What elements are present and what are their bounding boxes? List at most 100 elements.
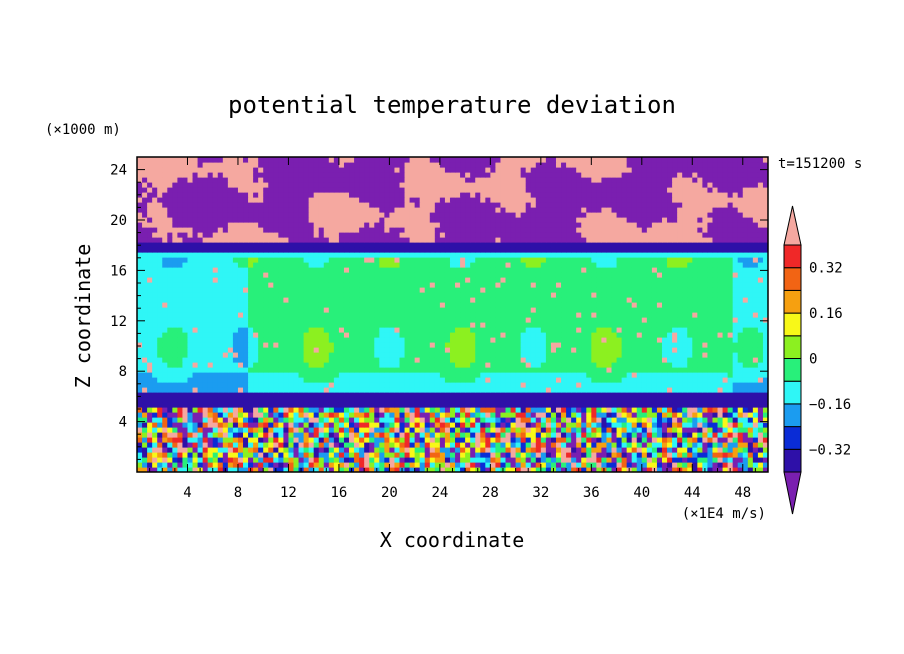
heatmap-cell bbox=[333, 367, 340, 373]
heatmap-cell bbox=[581, 372, 587, 378]
heatmap-cell bbox=[328, 287, 335, 293]
heatmap-cell bbox=[328, 332, 335, 338]
heatmap-cell bbox=[596, 462, 603, 468]
heatmap-cell bbox=[697, 467, 703, 472]
heatmap-cell bbox=[409, 352, 416, 358]
heatmap-cell bbox=[374, 297, 380, 303]
heatmap-cell bbox=[500, 357, 507, 363]
heatmap-cell bbox=[318, 367, 325, 373]
heatmap-cell bbox=[167, 467, 173, 472]
heatmap-cell bbox=[202, 447, 209, 453]
heatmap-cell bbox=[273, 392, 279, 398]
heatmap-cell bbox=[237, 372, 244, 378]
heatmap-cell bbox=[313, 442, 320, 448]
heatmap-cell bbox=[722, 302, 729, 308]
heatmap-cell bbox=[182, 327, 189, 333]
heatmap-cell bbox=[601, 357, 608, 363]
heatmap-cell bbox=[722, 297, 729, 303]
heatmap-cell bbox=[656, 417, 663, 423]
heatmap-cell bbox=[566, 282, 572, 288]
heatmap-cell bbox=[404, 357, 411, 363]
heatmap-cell bbox=[404, 422, 411, 428]
heatmap-cell bbox=[692, 372, 698, 378]
heatmap-cell bbox=[343, 427, 350, 433]
heatmap-cell bbox=[333, 462, 340, 468]
heatmap-cell bbox=[278, 367, 284, 373]
heatmap-cell bbox=[328, 417, 335, 423]
heatmap-cell bbox=[192, 272, 199, 278]
heatmap-cell bbox=[591, 322, 597, 328]
heatmap-cell bbox=[707, 337, 714, 343]
heatmap-cell bbox=[737, 337, 744, 343]
heatmap-cell bbox=[202, 432, 209, 438]
heatmap-cell bbox=[429, 347, 436, 353]
heatmap-cell bbox=[212, 452, 219, 458]
heatmap-cell bbox=[697, 387, 703, 393]
heatmap-cell bbox=[525, 337, 532, 343]
heatmap-cell bbox=[253, 387, 259, 393]
heatmap-cell bbox=[757, 427, 764, 433]
heatmap-cell bbox=[545, 372, 552, 378]
heatmap-cell bbox=[177, 377, 184, 383]
heatmap-cell bbox=[212, 307, 219, 313]
heatmap-cell bbox=[293, 452, 300, 458]
heatmap-cell bbox=[581, 447, 587, 453]
heatmap-cell bbox=[323, 412, 330, 418]
heatmap-cell bbox=[424, 302, 431, 308]
heatmap-cell bbox=[273, 387, 279, 393]
heatmap-cell bbox=[460, 432, 466, 438]
heatmap-cell bbox=[470, 287, 476, 293]
heatmap-cell bbox=[237, 437, 244, 443]
heatmap-cell bbox=[485, 367, 491, 373]
heatmap-cell bbox=[460, 317, 466, 323]
heatmap-cell bbox=[535, 382, 542, 388]
heatmap-cell bbox=[712, 397, 719, 403]
heatmap-cell bbox=[500, 327, 507, 333]
heatmap-cell bbox=[500, 392, 507, 398]
heatmap-cell bbox=[707, 287, 714, 293]
heatmap-cell bbox=[697, 417, 703, 423]
heatmap-cell bbox=[490, 327, 497, 333]
heatmap-cell bbox=[283, 392, 290, 398]
heatmap-cell bbox=[596, 377, 603, 383]
heatmap-cell bbox=[722, 462, 729, 468]
heatmap-cell bbox=[621, 412, 628, 418]
heatmap-cell bbox=[732, 302, 739, 308]
heatmap-cell bbox=[636, 407, 643, 413]
heatmap-cell bbox=[278, 292, 284, 298]
heatmap-cell bbox=[439, 452, 446, 458]
heatmap-cell bbox=[288, 407, 295, 413]
heatmap-cell bbox=[485, 377, 491, 383]
heatmap-cell bbox=[535, 362, 542, 368]
heatmap-cell bbox=[535, 442, 542, 448]
heatmap-cell bbox=[192, 372, 199, 378]
heatmap-cell bbox=[545, 447, 552, 453]
heatmap-cell bbox=[475, 457, 481, 463]
heatmap-cell bbox=[313, 287, 320, 293]
heatmap-cell bbox=[656, 292, 663, 298]
heatmap-cell bbox=[571, 362, 577, 368]
heatmap-cell bbox=[409, 397, 416, 403]
heatmap-cell bbox=[702, 322, 709, 328]
heatmap-cell bbox=[303, 347, 310, 353]
heatmap-cell bbox=[374, 462, 380, 468]
heatmap-cell bbox=[374, 397, 380, 403]
heatmap-cell bbox=[394, 347, 401, 353]
heatmap-cell bbox=[343, 367, 350, 373]
heatmap-cell bbox=[677, 282, 683, 288]
heatmap-cell bbox=[157, 367, 163, 373]
heatmap-cell bbox=[616, 347, 623, 353]
heatmap-cell bbox=[212, 327, 219, 333]
heatmap-cell bbox=[394, 442, 401, 448]
heatmap-cell bbox=[409, 407, 416, 413]
heatmap-cell bbox=[172, 407, 178, 413]
heatmap-cell bbox=[147, 327, 153, 333]
heatmap-cell bbox=[147, 352, 153, 358]
heatmap-cell bbox=[732, 347, 739, 353]
heatmap-cell bbox=[631, 337, 638, 343]
heatmap-cell bbox=[258, 392, 264, 398]
heatmap-cell bbox=[611, 287, 618, 293]
heatmap-cell bbox=[449, 432, 456, 438]
heatmap-cell bbox=[661, 382, 668, 388]
heatmap-cell bbox=[727, 412, 734, 418]
